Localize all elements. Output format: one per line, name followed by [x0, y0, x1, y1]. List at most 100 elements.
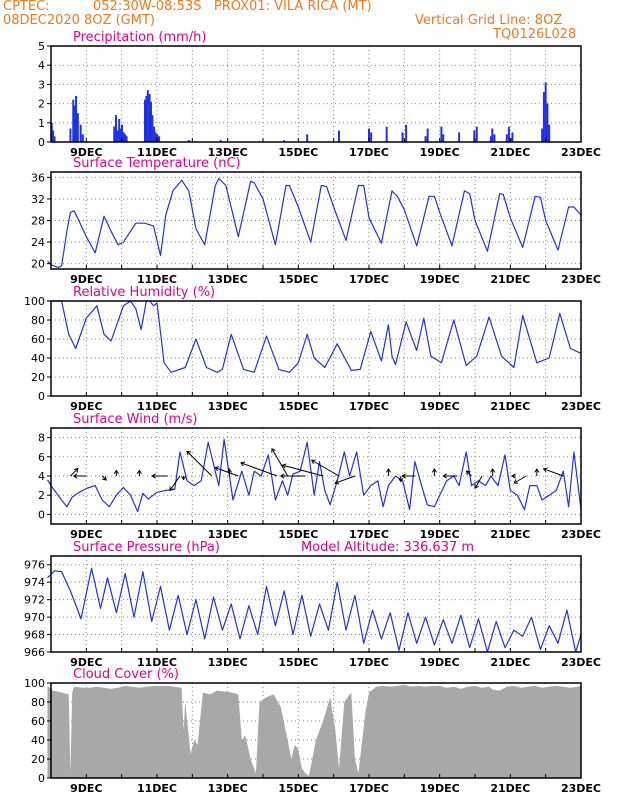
precip-bar — [542, 92, 545, 142]
precip-bar — [426, 128, 429, 142]
y-tick-label: 2 — [38, 489, 45, 502]
x-tick-label: 13DEC — [208, 528, 248, 541]
precip-bar — [81, 134, 84, 142]
wind-vector-head — [465, 470, 471, 476]
x-tick-label: 9DEC — [70, 400, 102, 413]
precip-bar — [116, 130, 119, 142]
y-tick-label: 3 — [38, 78, 45, 91]
x-tick-label: 11DEC — [137, 273, 177, 286]
x-tick-label: 21DEC — [490, 400, 530, 413]
precip-bar — [76, 113, 79, 142]
wind-panel: 0 2 4 6 8 9DEC 11DEC 13DEC 15DEC 17DEC 19DEC 21DEC 2… — [38, 412, 601, 541]
y-tick-label: 4 — [38, 59, 45, 72]
x-tick-label: 19DEC — [420, 528, 460, 541]
precip-bar — [440, 126, 443, 142]
cloud-panel: 0 20 40 60 80 100 9DEC 11DEC 13DEC 15DEC 17DEC 19DE… — [24, 667, 601, 795]
precip-bar — [283, 140, 286, 142]
precip-bar — [505, 134, 508, 142]
x-tick-label: 23DEC — [561, 782, 601, 795]
precip-bar — [153, 126, 156, 142]
x-tick-label: 13DEC — [208, 656, 248, 669]
precip-bar — [510, 138, 513, 142]
precip-bar — [473, 130, 476, 142]
precip-bar — [122, 132, 125, 142]
x-tick-label: 23DEC — [561, 528, 601, 541]
precip-bar — [121, 124, 124, 142]
y-tick-label: 0 — [38, 390, 45, 403]
precip-panel: 0 1 2 3 4 5 9DEC 11DEC 13DEC 15DEC 17DEC 19DEC 21DEC… — [38, 30, 601, 159]
wind-vector-head — [113, 469, 119, 475]
x-tick-label: 23DEC — [561, 400, 601, 413]
wind-vector — [282, 464, 324, 477]
precip-bar — [491, 128, 494, 142]
y-tick-label: 100 — [24, 295, 45, 308]
precip-bar — [124, 134, 127, 142]
y-tick-label: 0 — [38, 136, 45, 149]
temp-panel-title: Surface Temperature (nC) — [73, 156, 241, 171]
x-tick-label: 15DEC — [278, 528, 318, 541]
wind-vector-head — [279, 473, 285, 479]
precip-bar — [546, 103, 549, 142]
y-tick-label: 0 — [38, 772, 45, 785]
precip-bar — [72, 99, 75, 142]
temp-panel: 20 24 28 32 36 9DEC 11DEC 13DEC 15DEC 17DEC 19DEC 2… — [31, 156, 601, 286]
precip-bar — [79, 124, 82, 142]
precip-bar — [143, 99, 146, 142]
y-tick-label: 0 — [38, 508, 45, 521]
precip-bar — [401, 132, 404, 142]
pressure-panel: 966 968 970 972 974 976 9DEC 11DEC 13DEC 15DEC 17D… — [24, 540, 601, 669]
precip-bar — [187, 140, 190, 142]
y-tick-label: 28 — [31, 215, 45, 228]
x-tick-label: 15DEC — [278, 656, 318, 669]
wind-vector-head — [513, 479, 519, 484]
header-location: 052:30W-08:53S PROX01: VILA RICA (MT) — [93, 0, 372, 14]
y-tick-label: 966 — [24, 646, 45, 659]
x-tick-label: 23DEC — [561, 273, 601, 286]
y-tick-label: 976 — [24, 559, 45, 572]
wind-vector-head — [542, 467, 548, 473]
wind-vector-head — [401, 473, 406, 479]
x-tick-label: 21DEC — [490, 528, 530, 541]
rh-frame — [50, 300, 582, 397]
wind-vector — [271, 448, 289, 477]
wind-vector-head — [72, 473, 78, 479]
precip-bar — [507, 126, 510, 142]
x-tick-label: 9DEC — [70, 782, 102, 795]
wind-vector-head — [271, 447, 276, 453]
precip-frame — [50, 45, 582, 143]
model-altitude-annotation: Model Altitude: 336.637 m — [301, 540, 474, 555]
wind-vector-head — [310, 459, 316, 465]
precip-bar — [489, 136, 492, 142]
x-tick-label: 15DEC — [278, 273, 318, 286]
wind-vector — [70, 468, 79, 477]
x-tick-label: 13DEC — [208, 782, 248, 795]
precip-bar — [405, 124, 408, 142]
x-tick-label: 23DEC — [561, 146, 601, 159]
wind-vector — [474, 475, 483, 489]
wind-vector — [240, 462, 278, 477]
wind-vector-head — [474, 484, 479, 489]
wind-series-line — [46, 438, 582, 513]
wind-vector-head — [442, 473, 447, 479]
rh-panel: 0 20 40 60 80 100 9DEC 11DEC 13DEC 15DEC 17DEC 19DE… — [24, 285, 601, 413]
y-tick-label: 4 — [38, 470, 45, 483]
x-tick-label: 11DEC — [137, 656, 177, 669]
precip-bar — [337, 130, 340, 142]
x-tick-label: 21DEC — [490, 782, 530, 795]
wind-vector-head — [136, 469, 142, 475]
wind-vector-head — [385, 468, 391, 473]
precip-bar — [219, 140, 222, 142]
x-tick-label: 11DEC — [137, 400, 177, 413]
x-tick-label: 21DEC — [490, 146, 530, 159]
precip-bar — [475, 126, 478, 142]
x-tick-label: 15DEC — [278, 400, 318, 413]
cloud-frame — [50, 682, 582, 779]
pressure-series-line — [47, 567, 582, 653]
y-tick-label: 36 — [31, 171, 45, 184]
precip-bar — [544, 82, 547, 142]
precip-bar — [385, 126, 388, 142]
wind-vector — [215, 467, 239, 477]
precip-bar — [458, 132, 461, 142]
precip-bar — [148, 94, 151, 142]
